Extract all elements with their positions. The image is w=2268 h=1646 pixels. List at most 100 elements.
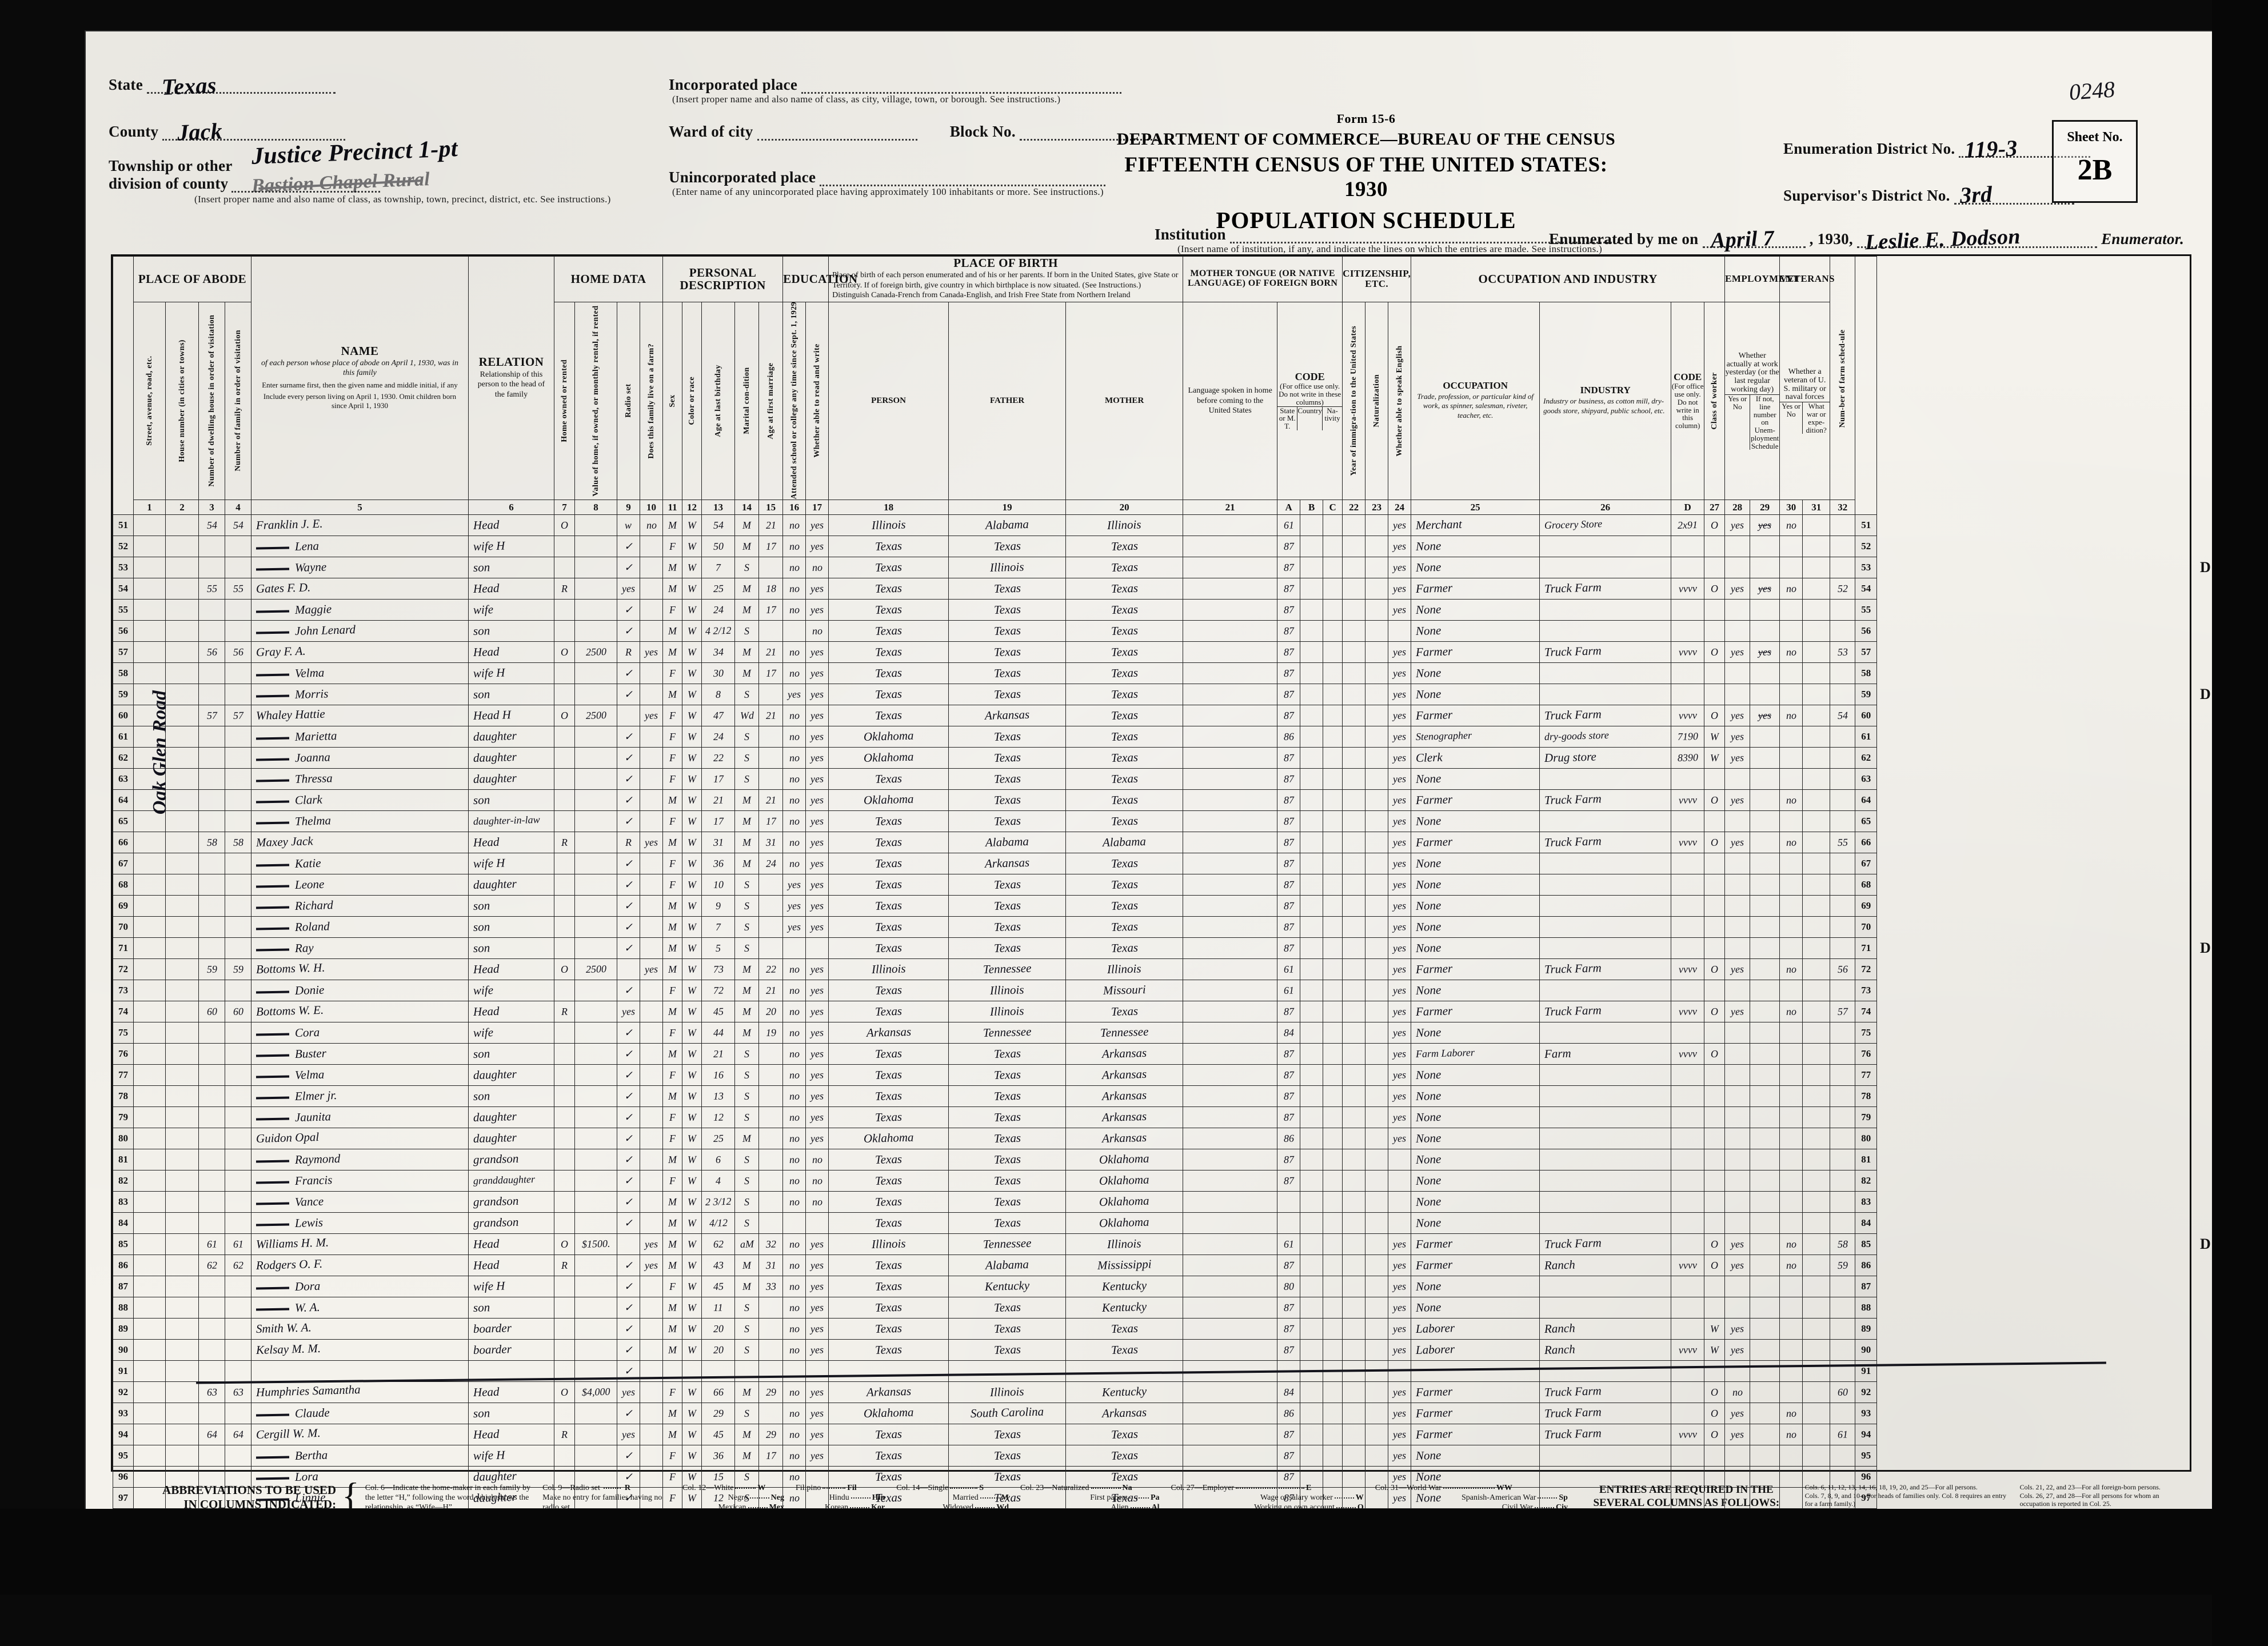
school-cell: no	[782, 1128, 806, 1150]
code-b-cell	[1300, 810, 1324, 833]
table-row: 91 ✓ 91	[113, 1360, 2190, 1383]
birthplace-father-cell: Texas	[948, 1128, 1067, 1150]
at-work-cell	[1724, 1297, 1751, 1319]
code-a-cell: 87	[1277, 1255, 1301, 1277]
home-value-cell	[574, 1022, 617, 1044]
read-write-cell: yes	[805, 1445, 829, 1467]
veteran-cell	[1779, 768, 1803, 790]
house-number-cell	[165, 578, 199, 600]
radio-cell: R	[617, 641, 640, 664]
birthplace-mother-cell: Texas	[1065, 557, 1184, 579]
num-4: 4	[225, 500, 251, 516]
table-row: 52 Lena wife H ✓ F W 50 M 17 no yes Texas Texas Texas…	[113, 536, 2190, 558]
col19-header: FATHER	[948, 301, 1067, 501]
unemployment-line-cell	[1750, 1085, 1780, 1108]
occupation-cell: Farmer	[1411, 1255, 1540, 1277]
age-marriage-cell	[758, 874, 784, 896]
radio-cell: ✓	[617, 1255, 640, 1277]
industry-code-cell: vvvv	[1671, 578, 1705, 600]
dwelling-number-cell	[198, 1149, 225, 1171]
farm-cell	[639, 1170, 664, 1192]
enumerated-field: Enumerated by me on April 7 , 1930, Lesl…	[1549, 225, 2184, 254]
family-number-cell	[225, 1085, 251, 1108]
name-cell: Elmer jr.	[251, 1085, 469, 1108]
unincorporated-note: (Enter name of any unincorporated place …	[672, 186, 1104, 197]
line-number-left: 77	[113, 1064, 134, 1086]
code-b-cell	[1300, 1233, 1324, 1256]
immigration-year-cell	[1342, 641, 1366, 664]
language-cell	[1183, 514, 1278, 537]
incorporated-label: Incorporated place	[669, 76, 798, 93]
marital-cell: S	[734, 1191, 760, 1213]
home-value-cell	[574, 1128, 617, 1150]
line-number-right: 80	[1855, 1128, 1878, 1150]
race-cell: W	[682, 1128, 702, 1150]
race-cell: W	[682, 514, 702, 537]
marital-cell: S	[734, 557, 760, 579]
institution-note: (Insert name of institution, if any, and…	[1177, 243, 1603, 254]
name-instruction-2: Enter surname first, then the given name…	[262, 380, 458, 389]
birthplace-mother-cell: Tennessee	[1065, 1022, 1184, 1044]
industry-cell: dry-goods store	[1539, 726, 1672, 748]
family-number-cell	[225, 1064, 251, 1086]
occupation-cell: None	[1411, 1487, 1540, 1509]
age-marriage-cell: 17	[758, 1445, 784, 1467]
unemployment-line-cell	[1750, 1360, 1780, 1383]
home-owned-cell: O	[554, 958, 575, 981]
street-cell	[133, 1276, 166, 1298]
family-number-cell: 58	[225, 832, 251, 854]
industry-cell	[1539, 536, 1672, 558]
line-number-right: 51	[1855, 514, 1878, 537]
family-number-cell	[225, 937, 251, 960]
township-note: (Insert proper name and also name of cla…	[194, 194, 611, 205]
home-owned-cell	[554, 937, 575, 960]
code-b-cell	[1300, 1022, 1324, 1044]
class-worker-cell	[1704, 1064, 1726, 1086]
code-a-cell: 61	[1277, 1233, 1301, 1256]
employment-note-header: Whether actually at work yesterday (or t…	[1724, 301, 1780, 501]
family-number-cell	[225, 557, 251, 579]
class-worker-cell: O	[1704, 641, 1726, 664]
birthplace-father-cell: Texas	[948, 810, 1067, 833]
archive-stamp: 0248	[2068, 76, 2116, 105]
birthplace-person-cell: Texas	[828, 1466, 949, 1488]
industry-cell: Truck Farm	[1539, 578, 1672, 600]
veteran-cell	[1779, 662, 1803, 685]
occupation-cell: None	[1411, 1022, 1540, 1044]
code-c-cell	[1323, 641, 1343, 664]
relation-cell: Head	[468, 578, 554, 600]
farm-cell	[639, 1085, 664, 1108]
family-number-cell	[225, 1318, 251, 1340]
birthplace-mother-cell: Kentucky	[1065, 1381, 1184, 1404]
sex-cell: F	[662, 853, 683, 875]
at-work-cell: yes	[1724, 578, 1751, 600]
col26-header: INDUSTRY Industry or business, as cotton…	[1539, 301, 1672, 501]
occupation-cell: Farmer	[1411, 705, 1540, 727]
war-cell	[1802, 1255, 1831, 1277]
name-cell: Franklin J. E.	[251, 514, 469, 537]
code-b-cell	[1300, 874, 1324, 896]
farm-schedule-cell	[1830, 1128, 1856, 1150]
birthplace-mother-cell: Texas	[1065, 684, 1184, 706]
line-number-right: 59	[1855, 684, 1878, 706]
sheet-value: 2B	[2077, 154, 2113, 186]
birthplace-father-cell: Texas	[948, 768, 1067, 790]
col10-header: Does this family live on a farm?	[640, 302, 663, 500]
occupation-cell: Farmer	[1411, 1403, 1540, 1425]
code-d-header: CODE (For office use only. Do not write …	[1671, 301, 1705, 501]
sheet-label: Sheet No.	[2067, 130, 2123, 145]
read-write-cell: no	[805, 620, 829, 642]
birthplace-father-cell: Texas	[948, 684, 1067, 706]
farm-cell	[639, 916, 664, 938]
english-cell: yes	[1388, 937, 1412, 960]
read-write-cell: yes	[805, 536, 829, 558]
num-11: 11	[662, 500, 683, 516]
race-cell: W	[682, 1001, 702, 1023]
f-col14-item: Married M	[952, 1493, 1009, 1503]
unemployment-line-cell	[1750, 1424, 1780, 1446]
abbr-heading-1: ABBREVIATIONS TO BE USED	[162, 1483, 337, 1497]
at-work-cell: yes	[1724, 1233, 1751, 1256]
